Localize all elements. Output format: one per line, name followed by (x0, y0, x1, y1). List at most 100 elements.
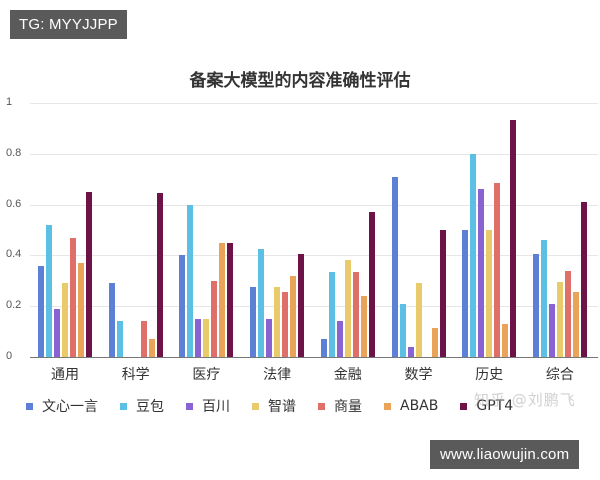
bar-6-3[interactable] (486, 230, 493, 357)
chart-legend: 文心一言 豆包 百川 智谱 商量 ABAB GPT4 (26, 396, 535, 416)
legend-label: 文心一言 (42, 399, 98, 415)
bar-2-0[interactable] (179, 255, 186, 357)
x-tick-label: 通用 (51, 367, 79, 383)
y-tick-label: 0.4 (6, 248, 22, 261)
gridline (30, 255, 598, 257)
bar-6-4[interactable] (494, 183, 501, 357)
x-tick-label: 法律 (263, 367, 292, 383)
legend-swatch-icon (318, 402, 325, 410)
bar-5-1[interactable] (399, 303, 406, 357)
bar-7-0[interactable] (532, 254, 539, 357)
legend-swatch-icon (120, 402, 127, 410)
y-tick-label: 0.2 (6, 299, 22, 312)
bar-4-2[interactable] (336, 321, 343, 357)
bar-6-5[interactable] (502, 323, 509, 357)
bar-7-2[interactable] (548, 303, 555, 357)
legend-label: 商量 (334, 399, 362, 415)
gridline (30, 153, 598, 155)
x-tick-label: 金融 (333, 367, 362, 383)
bar-7-3[interactable] (556, 282, 563, 357)
bar-1-6[interactable] (156, 193, 163, 357)
bar-5-3[interactable] (415, 283, 422, 357)
bar-2-5[interactable] (219, 242, 226, 357)
legend-swatch-icon (384, 402, 391, 410)
y-tick-label: 0.8 (6, 146, 22, 159)
bar-5-5[interactable] (431, 327, 438, 357)
x-tick-label: 历史 (475, 367, 504, 383)
website-badge: www.liaowujin.com (430, 440, 580, 469)
x-tick-label: 数学 (404, 367, 433, 383)
bar-2-6[interactable] (227, 242, 234, 357)
bar-5-2[interactable] (407, 346, 414, 357)
legend-label: 百川 (202, 399, 230, 415)
bar-4-0[interactable] (320, 339, 327, 357)
bar-1-5[interactable] (148, 339, 155, 357)
bar-3-4[interactable] (282, 292, 289, 357)
bar-0-5[interactable] (78, 263, 84, 357)
legend-label: 智谱 (268, 399, 296, 415)
bar-4-6[interactable] (368, 212, 375, 357)
bar-2-1[interactable] (187, 204, 194, 357)
bar-1-4[interactable] (140, 321, 147, 357)
bar-3-1[interactable] (258, 249, 265, 357)
x-tick-label: 综合 (545, 367, 574, 383)
bar-4-5[interactable] (360, 296, 367, 357)
bar-3-3[interactable] (274, 287, 281, 357)
gridline (30, 306, 598, 308)
tg-badge: TG: MYYJJPP (10, 10, 127, 39)
legend-label: 豆包 (136, 399, 164, 415)
gridline (30, 103, 598, 104)
bar-7-1[interactable] (540, 240, 547, 357)
bar-7-5[interactable] (572, 292, 579, 357)
bar-6-0[interactable] (462, 230, 469, 357)
bar-0-6[interactable] (86, 191, 92, 357)
legend-label: GPT4 (476, 398, 514, 414)
bar-3-5[interactable] (290, 275, 297, 357)
bar-2-2[interactable] (195, 318, 202, 357)
gridline (30, 204, 598, 206)
legend-label: ABAB (400, 398, 439, 414)
x-tick-label: 医疗 (192, 367, 221, 383)
bar-5-0[interactable] (391, 176, 398, 357)
bar-0-3[interactable] (62, 283, 68, 357)
legend-item[interactable]: 文心一言 (26, 396, 98, 416)
chart-title: 备案大模型的内容准确性评估 (189, 71, 411, 91)
bar-7-4[interactable] (564, 270, 571, 357)
bar-2-3[interactable] (203, 318, 210, 357)
bar-0-1[interactable] (46, 224, 52, 357)
bar-1-0[interactable] (108, 283, 115, 357)
bar-6-6[interactable] (510, 119, 517, 357)
bar-2-4[interactable] (211, 280, 218, 357)
legend-item[interactable]: ABAB (384, 398, 438, 414)
bar-4-4[interactable] (352, 271, 359, 357)
bar-1-1[interactable] (116, 321, 123, 357)
x-tick-label: 科学 (121, 367, 150, 383)
bar-7-6[interactable] (580, 202, 587, 357)
legend-item[interactable]: 百川 (186, 396, 230, 416)
zhihu-watermark: 知乎 @刘鹏飞 (474, 391, 576, 409)
bar-0-0[interactable] (38, 265, 44, 357)
legend-swatch-icon (252, 402, 259, 410)
y-tick-label: 1 (6, 96, 13, 108)
legend-item[interactable]: 智谱 (252, 396, 296, 416)
legend-swatch-icon (26, 402, 33, 410)
bar-3-2[interactable] (266, 318, 273, 357)
legend-swatch-icon (186, 402, 193, 410)
x-axis-line (30, 357, 598, 358)
bar-0-2[interactable] (54, 308, 60, 357)
legend-item[interactable]: 豆包 (120, 396, 164, 416)
bar-3-0[interactable] (250, 287, 257, 357)
y-tick-label: 0 (6, 350, 13, 362)
legend-item[interactable]: GPT4 (460, 398, 513, 414)
bar-4-1[interactable] (328, 271, 335, 357)
bar-5-6[interactable] (439, 230, 446, 357)
y-tick-label: 0.6 (6, 197, 22, 210)
legend-swatch-icon (460, 402, 468, 410)
legend-item[interactable]: 商量 (318, 396, 362, 416)
bar-6-2[interactable] (478, 189, 485, 357)
bar-0-4[interactable] (70, 237, 76, 357)
bar-4-3[interactable] (344, 260, 351, 357)
bar-3-6[interactable] (298, 254, 305, 357)
bar-6-1[interactable] (470, 153, 477, 357)
